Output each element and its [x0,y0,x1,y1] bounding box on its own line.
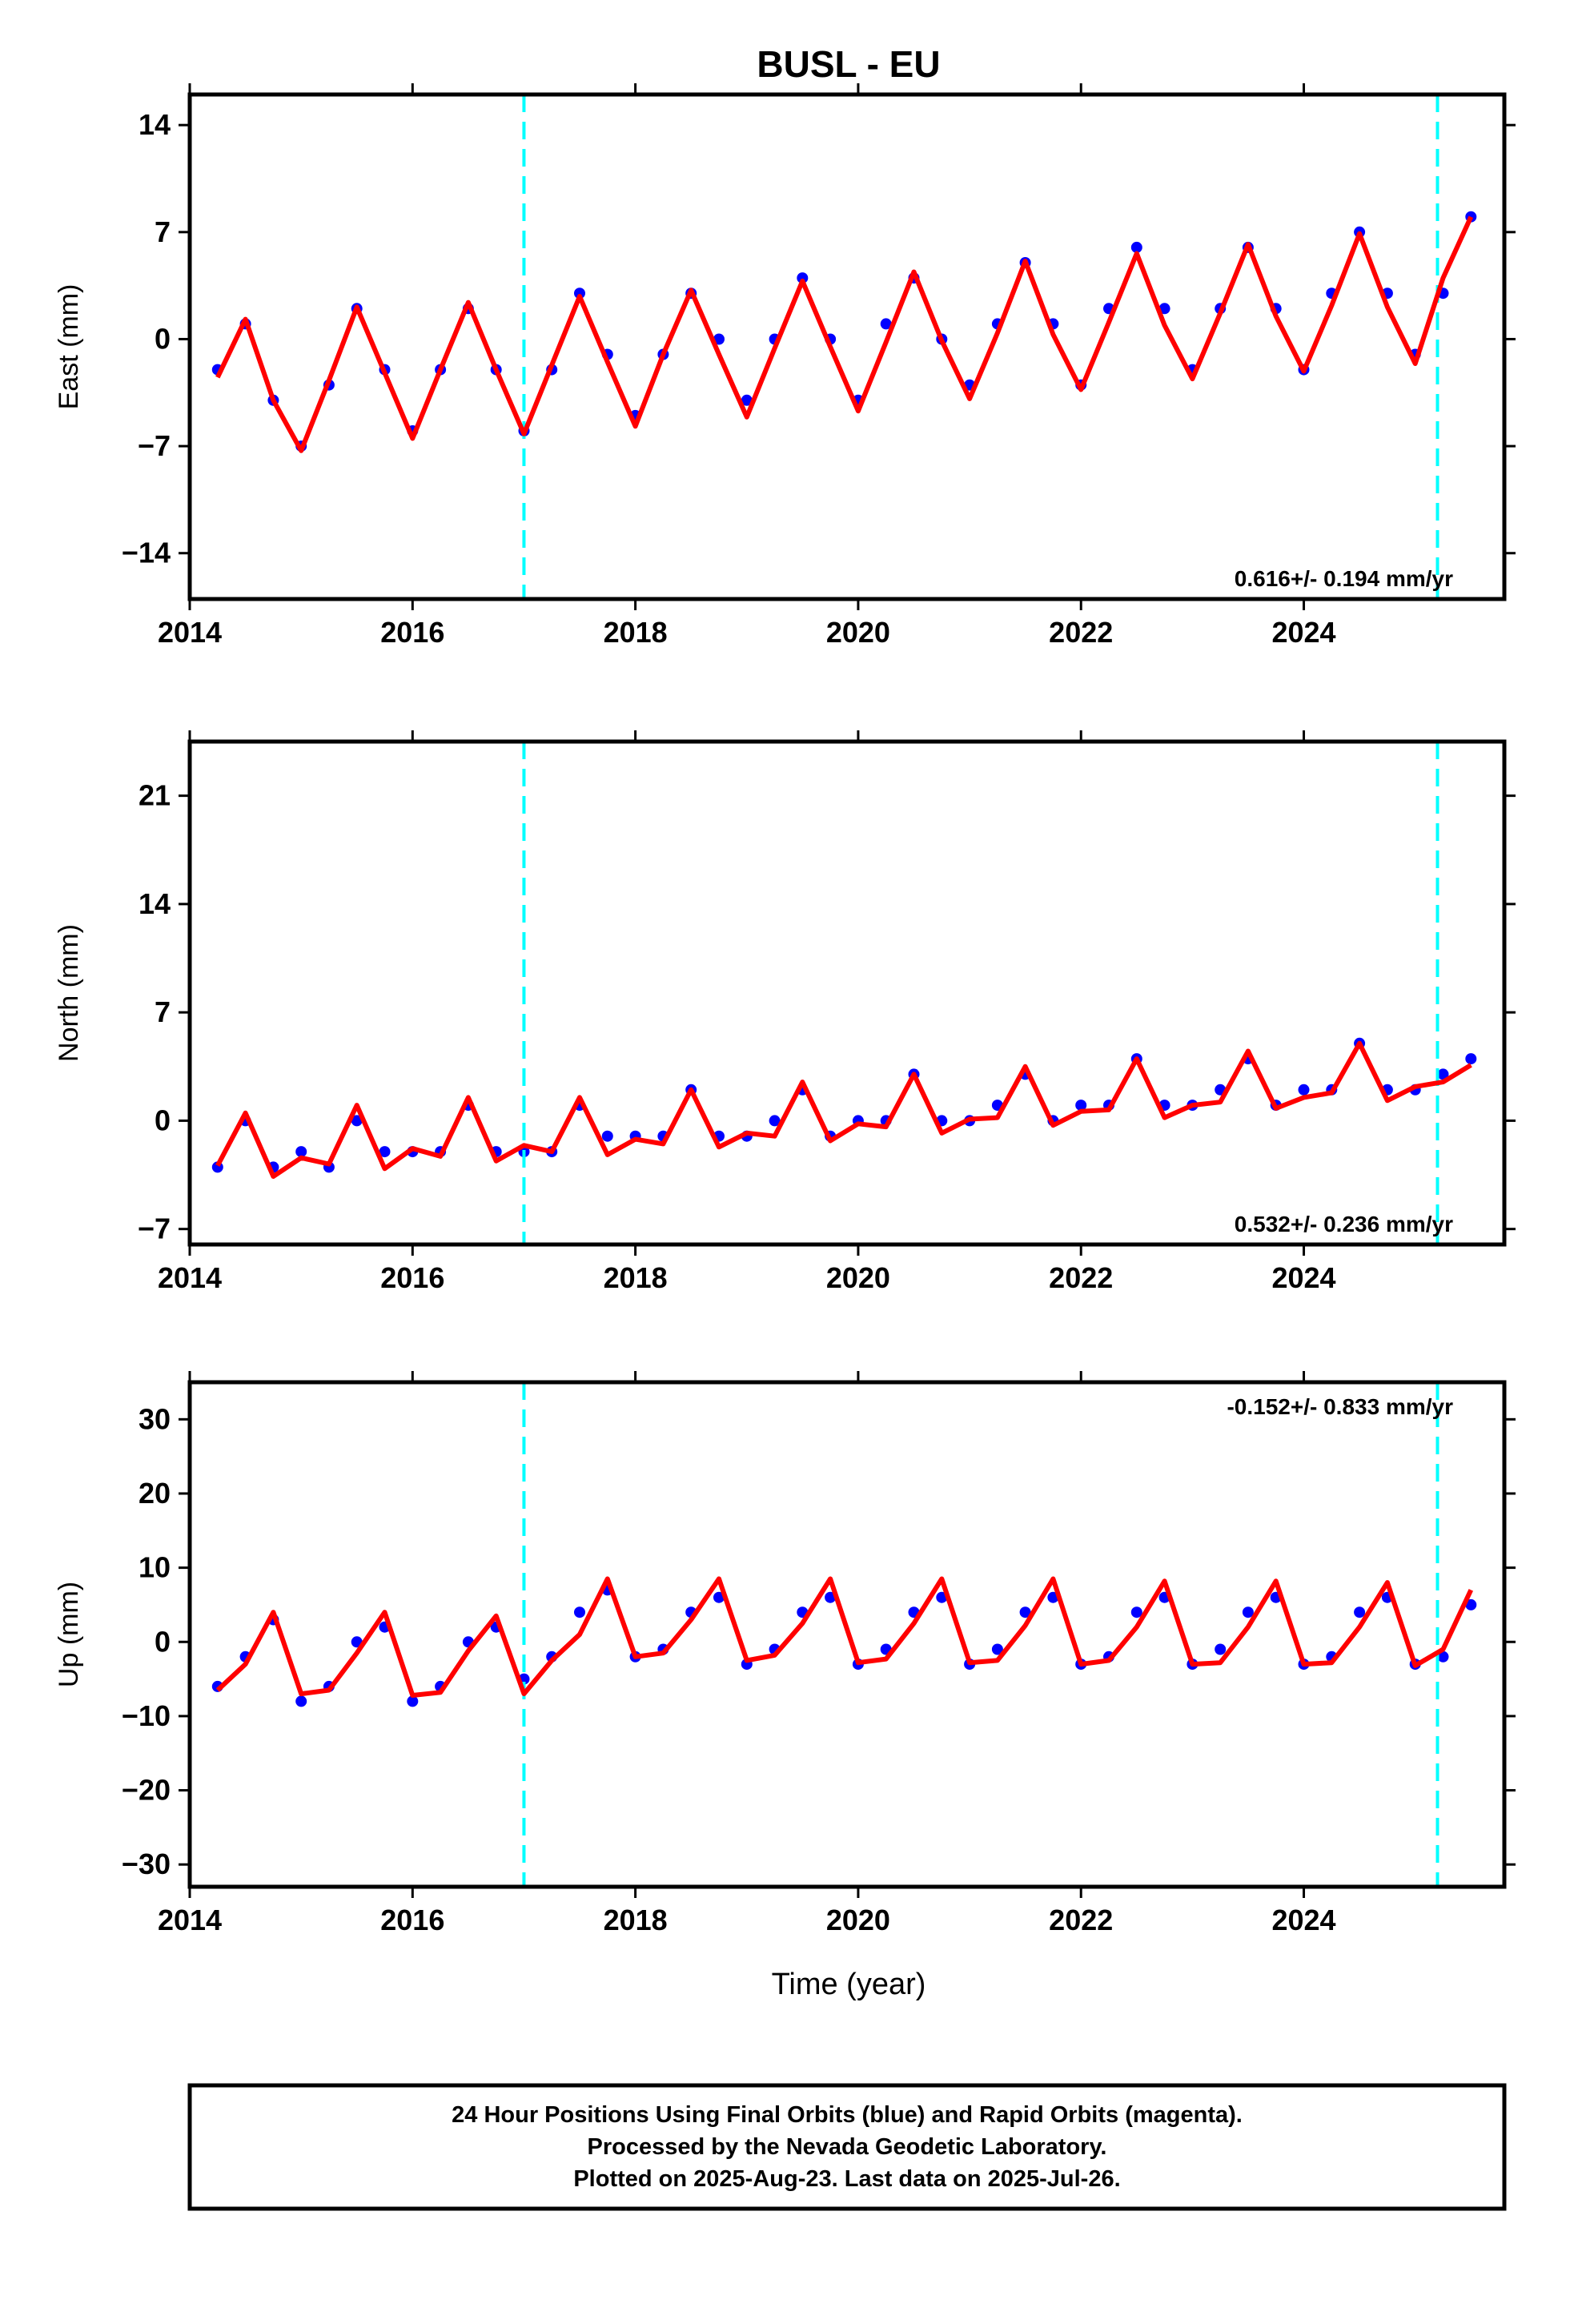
data-point [1437,1068,1449,1080]
up-panel: −30 −20 −10 0 10 20 30 2014 2016 2018 2020 2022 202… [54,1371,1516,1936]
up-plot-frame [187,1380,1507,1889]
east-rate-label: 0.616+/- 0.194 mm/yr [1235,566,1453,591]
y-tick-label: 30 [139,1402,171,1435]
x-tick-label: 2016 [380,1261,444,1294]
up-observation-points [211,1584,1477,1707]
east-fit-line [215,215,1474,453]
y-tick-label: −7 [138,1212,171,1245]
x-tick-label: 2022 [1049,1904,1113,1936]
footer-line-3: Plotted on 2025-Aug-23. Last data on 202… [573,2166,1120,2192]
up-fit-line [215,1576,1474,1698]
y-tick-label: −20 [122,1774,171,1807]
data-point [574,287,585,300]
data-point [713,1591,725,1603]
east-y-axis: −14 −7 0 7 14 [122,108,1516,569]
x-tick-label: 2020 [826,1904,890,1936]
footer-line-1: 24 Hour Positions Using Final Orbits (bl… [452,2102,1243,2128]
x-tick-label: 2014 [158,1904,222,1936]
x-tick-label: 2024 [1271,1261,1335,1294]
data-point [1075,1100,1087,1112]
x-tick-label: 2018 [604,1261,668,1294]
footer-box: 24 Hour Positions Using Final Orbits (bl… [187,2083,1507,2211]
x-tick-label: 2018 [604,1904,668,1936]
x-tick-label: 2020 [826,1261,890,1294]
data-point [601,1130,613,1142]
x-tick-label: 2024 [1271,616,1335,649]
up-y-axis: −30 −20 −10 0 10 20 30 [122,1402,1516,1880]
data-point [379,1146,391,1158]
y-tick-label: 20 [139,1477,171,1510]
y-tick-label: 10 [139,1551,171,1584]
east-panel: −14 −7 0 7 14 2014 2016 2018 2020 2022 2024 East … [54,83,1516,649]
figure-title: BUSL - EU [757,43,940,85]
data-point [769,1115,781,1127]
y-tick-label: 7 [155,215,171,248]
data-point [1130,241,1142,253]
east-event-markers [522,94,1439,599]
data-point [741,394,753,406]
x-tick-label: 2024 [1271,1904,1335,1936]
x-tick-label: 2022 [1049,616,1113,649]
data-point [1019,1606,1031,1618]
x-axis-title: Time (year) [772,1968,926,2001]
north-fit-line [215,1040,1472,1179]
y-tick-label: −30 [122,1848,171,1880]
y-tick-label: 0 [155,1104,171,1136]
data-point [574,1606,585,1618]
data-point [351,1115,363,1127]
data-point [1437,1651,1449,1663]
x-tick-label: 2016 [380,1904,444,1936]
y-tick-label: 7 [155,995,171,1028]
data-point [407,1695,419,1707]
data-point [1215,1643,1227,1655]
data-point [1465,1053,1477,1065]
x-tick-label: 2022 [1049,1261,1113,1294]
x-tick-label: 2020 [826,616,890,649]
data-point [295,1146,307,1158]
east-y-axis-label: East (mm) [54,284,84,410]
y-tick-label: 14 [139,887,171,920]
up-event-markers [522,1382,1439,1887]
north-panel: −7 0 7 14 21 2014 2016 2018 2020 2022 2024 North … [54,730,1516,1294]
x-tick-label: 2016 [380,616,444,649]
y-tick-label: 0 [155,1625,171,1658]
x-tick-label: 2014 [158,1261,222,1294]
data-point [1130,1606,1142,1618]
y-tick-label: −7 [138,429,171,462]
y-tick-label: 21 [139,779,171,812]
data-point [1242,1606,1254,1618]
x-tick-label: 2018 [604,616,668,649]
north-event-markers [522,742,1439,1244]
data-point [991,1643,1003,1655]
up-x-axis: 2014 2016 2018 2020 2022 2024 [158,1371,1336,1936]
x-tick-label: 2014 [158,616,222,649]
footer-frame [187,2083,1507,2211]
data-point [1298,1084,1310,1096]
up-rate-label: -0.152+/- 0.833 mm/yr [1227,1394,1453,1419]
y-tick-label: −10 [122,1699,171,1732]
data-point [797,272,809,284]
y-tick-label: −14 [122,537,171,569]
data-point [295,1695,307,1707]
footer-line-2: Processed by the Nevada Geodetic Laborat… [588,2134,1107,2160]
up-y-axis-label: Up (mm) [54,1582,84,1687]
north-x-axis: 2014 2016 2018 2020 2022 2024 [158,730,1336,1294]
north-rate-label: 0.532+/- 0.236 mm/yr [1235,1212,1453,1236]
data-point [880,318,892,330]
north-y-axis: −7 0 7 14 21 [138,779,1516,1245]
data-point [1354,1606,1366,1618]
north-plot-frame [187,739,1507,1247]
east-x-axis: 2014 2016 2018 2020 2022 2024 [158,83,1336,649]
data-point [1158,303,1170,315]
north-y-axis-label: North (mm) [54,924,84,1062]
y-tick-label: 14 [139,108,171,141]
east-plot-frame [187,92,1507,601]
y-tick-label: 0 [155,322,171,355]
data-point [1465,1598,1477,1610]
